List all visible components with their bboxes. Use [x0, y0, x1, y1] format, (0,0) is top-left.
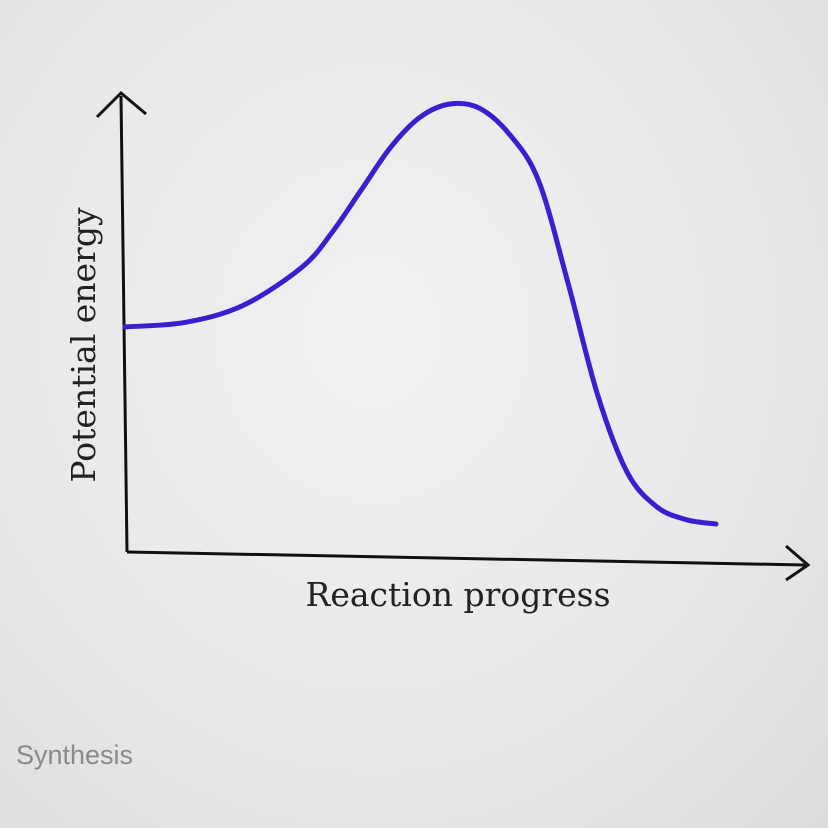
y-axis-arrow: [95, 90, 147, 119]
y-axis-line: [119, 95, 129, 553]
x-axis-arrow: [785, 544, 811, 582]
energy-curve: [122, 100, 719, 527]
x-axis-label: Reaction progress: [305, 575, 610, 614]
x-axis-line: [126, 550, 806, 567]
y-axis-label: Potential energy: [64, 207, 103, 483]
synthesis-label: Synthesis: [16, 740, 134, 770]
